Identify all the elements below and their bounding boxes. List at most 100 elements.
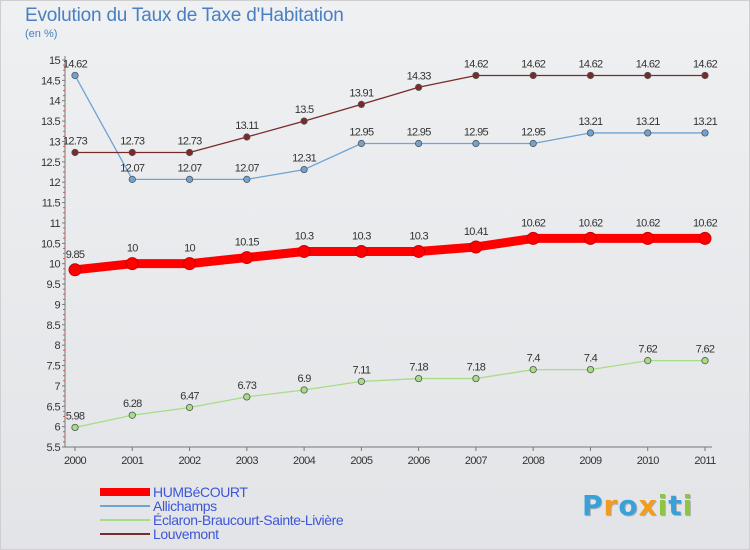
- data-label-louvemont: 13.5: [295, 104, 314, 116]
- data-label-humbecourt: 10.15: [235, 237, 260, 249]
- x-tick-label: 2006: [408, 455, 431, 467]
- data-point-humbecourt: [125, 257, 139, 271]
- data-label-allichamps: 12.95: [407, 127, 432, 139]
- y-tick-label: 7: [54, 381, 60, 393]
- data-point-humbecourt: [526, 231, 540, 245]
- y-tick-label: 6.5: [47, 401, 61, 413]
- data-point-louvemont: [128, 148, 136, 157]
- data-label-eclaron-braucourt-sainte-liviere: 6.28: [123, 398, 142, 410]
- data-point-louvemont: [701, 71, 709, 80]
- data-point-louvemont: [472, 71, 480, 80]
- data-point-humbecourt: [240, 251, 254, 265]
- x-tick-label: 2009: [579, 455, 602, 467]
- series-layer: [68, 71, 712, 432]
- data-label-eclaron-braucourt-sainte-liviere: 6.9: [297, 373, 311, 385]
- chart-title: Evolution du Taux de Taxe d'Habitation: [25, 5, 344, 26]
- data-label-allichamps: 12.31: [292, 153, 317, 165]
- logo-letter: o: [618, 489, 639, 522]
- x-tick-label: 2010: [637, 455, 660, 467]
- data-label-allichamps: 13.21: [693, 116, 718, 128]
- y-tick-label: 13.5: [41, 116, 60, 128]
- data-point-humbecourt: [641, 231, 655, 245]
- data-point-allichamps: [529, 139, 537, 148]
- data-point-allichamps: [586, 129, 595, 137]
- y-tick-label: 11: [50, 218, 61, 230]
- y-tick-label: 12: [49, 177, 61, 189]
- data-label-humbecourt: 10.62: [693, 217, 718, 229]
- data-point-humbecourt: [469, 240, 483, 254]
- data-point-eclaron-braucourt-sainte-liviere: [415, 374, 423, 383]
- data-label-eclaron-braucourt-sainte-liviere: 6.47: [180, 390, 199, 402]
- y-tick-label: 10.5: [41, 238, 60, 250]
- data-point-eclaron-braucourt-sainte-liviere: [71, 423, 79, 432]
- data-point-allichamps: [415, 139, 423, 148]
- data-label-allichamps: 12.07: [235, 162, 260, 174]
- data-point-humbecourt: [354, 244, 368, 258]
- series-line-louvemont: [74, 74, 706, 154]
- logo-letter: t: [668, 489, 683, 522]
- data-point-humbecourt: [183, 257, 197, 271]
- data-label-allichamps: 12.95: [349, 127, 374, 139]
- x-tick-label: 2001: [121, 455, 144, 467]
- data-label-eclaron-braucourt-sainte-liviere: 7.62: [696, 344, 715, 356]
- data-point-eclaron-braucourt-sainte-liviere: [701, 357, 709, 365]
- data-label-humbecourt: 9.85: [66, 249, 85, 261]
- data-point-louvemont: [586, 71, 595, 80]
- proxiti-logo: Proxiti: [582, 489, 693, 522]
- data-point-allichamps: [701, 129, 709, 137]
- data-point-allichamps: [300, 165, 308, 174]
- data-label-eclaron-braucourt-sainte-liviere: 5.98: [66, 410, 85, 422]
- y-tick-label: 13: [49, 136, 61, 148]
- y-tick-label: 14: [49, 96, 61, 108]
- legend-swatch: [100, 505, 150, 507]
- y-tick-label: 11.5: [42, 198, 61, 210]
- data-label-louvemont: 14.62: [578, 58, 603, 70]
- data-label-allichamps: 12.07: [178, 162, 203, 174]
- y-tick-label: 15: [49, 55, 61, 67]
- data-point-eclaron-braucourt-sainte-liviere: [357, 377, 365, 386]
- data-point-allichamps: [185, 175, 194, 183]
- data-label-eclaron-braucourt-sainte-liviere: 7.18: [409, 362, 428, 374]
- y-tick-label: 8: [54, 340, 60, 352]
- x-tick-label: 2002: [179, 455, 202, 467]
- data-point-louvemont: [529, 71, 537, 80]
- data-label-allichamps: 12.95: [464, 127, 489, 139]
- data-label-allichamps: 13.21: [636, 116, 661, 128]
- data-label-louvemont: 13.11: [235, 120, 259, 132]
- data-label-louvemont: 14.62: [464, 58, 489, 70]
- legend-label: Éclaron-Braucourt-Sainte-Livière: [153, 512, 344, 528]
- data-point-louvemont: [71, 148, 79, 157]
- data-point-humbecourt: [68, 263, 82, 277]
- x-tick-label: 2008: [522, 455, 545, 467]
- data-label-humbecourt: 10.3: [409, 230, 428, 242]
- data-labels: 14.62 12.07 12.07 12.07 12.31 12.95 12.95 12.95…: [63, 58, 718, 422]
- data-label-allichamps: 13.21: [578, 116, 603, 128]
- y-tick-label: 8.5: [47, 320, 61, 332]
- data-point-eclaron-braucourt-sainte-liviere: [472, 374, 480, 383]
- data-label-eclaron-braucourt-sainte-liviere: 7.18: [467, 362, 486, 374]
- data-point-allichamps: [128, 175, 136, 183]
- x-tick-label: 2011: [694, 455, 716, 467]
- data-label-louvemont: 12.73: [178, 135, 203, 147]
- x-tick-label: 2003: [236, 455, 259, 467]
- series-line-humbecourt: [70, 233, 710, 275]
- data-point-eclaron-braucourt-sainte-liviere: [529, 365, 537, 374]
- series-line-eclaron-braucourt-sainte-liviere: [74, 359, 706, 429]
- data-point-humbecourt: [583, 231, 597, 245]
- data-point-eclaron-braucourt-sainte-liviere: [243, 393, 251, 401]
- data-label-allichamps: 12.07: [120, 162, 145, 174]
- data-label-allichamps: 12.95: [521, 127, 546, 139]
- data-label-humbecourt: 10.3: [352, 230, 371, 242]
- data-point-louvemont: [357, 100, 365, 109]
- data-point-eclaron-braucourt-sainte-liviere: [300, 386, 308, 394]
- data-point-allichamps: [243, 175, 251, 183]
- legend-swatch: [100, 488, 150, 496]
- legend-swatch: [100, 519, 150, 521]
- data-label-louvemont: 14.62: [693, 58, 718, 70]
- x-tick-label: 2004: [293, 455, 316, 467]
- logo-letter: i: [682, 489, 694, 522]
- data-point-louvemont: [243, 133, 251, 141]
- data-point-louvemont: [300, 117, 308, 125]
